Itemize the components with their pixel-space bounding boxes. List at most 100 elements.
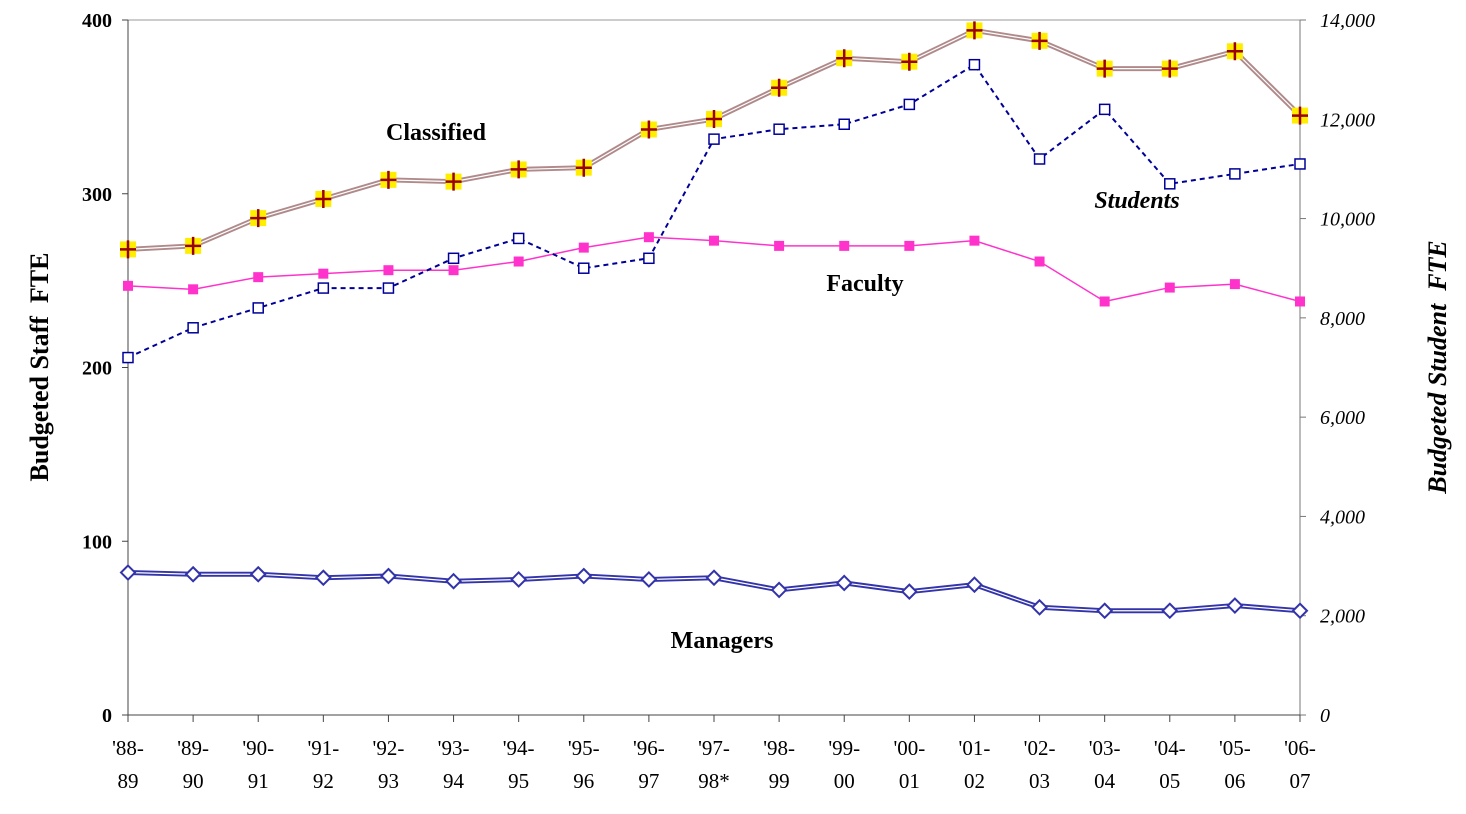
point <box>187 322 199 334</box>
x-tick-label: '89-90 <box>177 736 209 793</box>
marker-square-open <box>1098 103 1111 116</box>
y2-tick-label: 8,000 <box>1320 308 1365 330</box>
series-line <box>127 236 1301 303</box>
marker-plus <box>250 209 267 228</box>
marker-square <box>839 240 850 251</box>
marker-diamond <box>1096 602 1114 620</box>
annotation: Classified <box>386 120 487 146</box>
y2-tick-label: 12,000 <box>1320 109 1375 131</box>
y-axis-label: Budgeted Staff FTE <box>25 253 54 482</box>
marker-square-open <box>773 123 785 135</box>
marker-square-open <box>122 351 134 364</box>
point <box>380 567 397 585</box>
x-tick-label: '93-94 <box>438 736 470 793</box>
marker-square <box>253 272 264 283</box>
point <box>122 351 134 364</box>
point <box>708 133 720 145</box>
marker-square-open <box>187 322 199 334</box>
point <box>643 232 654 243</box>
point <box>578 262 590 274</box>
marker-plus <box>1292 106 1308 125</box>
x-tick-label: '94-95 <box>503 736 535 793</box>
point <box>447 252 460 265</box>
marker-diamond <box>1226 597 1244 614</box>
point <box>445 572 462 590</box>
point <box>510 160 527 179</box>
marker-square-open <box>578 262 590 274</box>
y2-tick-label: 10,000 <box>1320 209 1375 231</box>
point <box>1096 59 1113 78</box>
marker-square-open <box>903 98 916 111</box>
x-tick-label: '02-03 <box>1024 736 1056 793</box>
marker-square-open <box>708 133 720 145</box>
y2-tick-label: 0 <box>1320 705 1330 727</box>
marker-plus <box>966 21 983 40</box>
marker-square-open <box>1164 178 1176 190</box>
marker-plus <box>445 172 462 191</box>
marker-diamond <box>445 572 462 590</box>
marker-diamond <box>184 565 202 583</box>
point <box>250 209 267 228</box>
point <box>382 282 395 294</box>
marker-plus <box>901 52 918 71</box>
x-tick-label: '90-91 <box>242 736 274 793</box>
point <box>575 567 593 585</box>
marker-plus <box>1031 31 1048 50</box>
marker-plus <box>1096 59 1113 78</box>
marker-plus <box>836 49 853 68</box>
point <box>252 302 264 314</box>
point <box>838 118 850 130</box>
point <box>575 158 592 177</box>
point <box>318 268 329 279</box>
marker-plus <box>1226 42 1243 61</box>
marker-square <box>513 256 524 267</box>
point <box>1096 602 1114 620</box>
point <box>771 78 788 97</box>
point <box>774 240 785 251</box>
marker-diamond <box>1031 598 1048 616</box>
point <box>839 240 850 251</box>
marker-square-open <box>1229 168 1241 180</box>
marker-square-open <box>252 302 264 314</box>
y-tick-label: 400 <box>82 10 112 32</box>
marker-square <box>1099 296 1110 307</box>
marker-diamond <box>1291 602 1309 620</box>
point <box>709 235 719 246</box>
point <box>966 576 983 594</box>
x-tick-label: '97-98* <box>698 736 730 793</box>
marker-diamond <box>249 565 267 583</box>
marker-plus <box>185 236 202 255</box>
marker-square <box>188 284 199 295</box>
x-tick-label: '91-92 <box>307 736 339 793</box>
marker-square-open <box>382 282 395 294</box>
point <box>969 235 980 246</box>
point <box>1294 158 1306 170</box>
y-tick-label: 0 <box>102 705 112 727</box>
marker-diamond <box>1161 602 1179 620</box>
annotation: Managers <box>671 628 774 654</box>
marker-diamond <box>900 583 918 601</box>
marker-square <box>448 265 459 276</box>
marker-square <box>969 235 980 246</box>
point <box>188 284 199 295</box>
marker-square <box>1164 282 1175 293</box>
point <box>445 172 462 191</box>
point <box>578 242 589 253</box>
point <box>513 256 524 267</box>
point <box>1229 279 1240 290</box>
point <box>901 52 918 71</box>
marker-diamond <box>380 567 397 585</box>
x-tick-label: '88-89 <box>112 736 144 793</box>
marker-square-open <box>317 282 330 294</box>
point <box>968 58 981 71</box>
marker-square-open <box>968 58 981 71</box>
point <box>836 49 853 68</box>
point <box>1161 602 1179 620</box>
marker-plus <box>120 240 136 259</box>
point <box>317 282 330 294</box>
marker-plus <box>380 170 397 189</box>
point <box>120 240 136 259</box>
point <box>770 581 788 599</box>
x-tick-label: '03-04 <box>1089 736 1121 793</box>
y2-tick-label: 2,000 <box>1320 606 1365 628</box>
